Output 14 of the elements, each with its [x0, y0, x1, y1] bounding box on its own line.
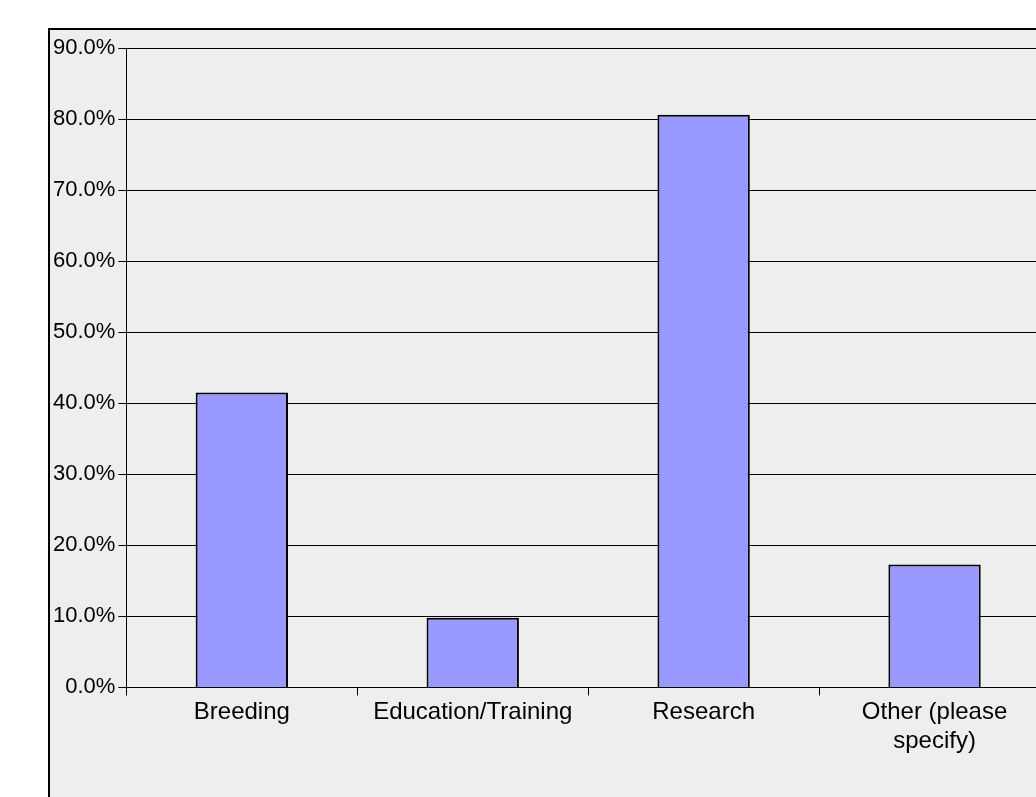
x-tick-label: Breeding	[193, 697, 290, 725]
y-tick-label: 0.0%	[65, 673, 116, 699]
y-tick-label: 90.0%	[52, 34, 116, 60]
y-tick-label: 20.0%	[52, 531, 116, 557]
x-tick-label: Other (please specify)	[861, 697, 1008, 754]
x-tick-label: Research	[652, 697, 755, 725]
y-tick-label: 30.0%	[52, 460, 116, 486]
y-tick-label: 10.0%	[52, 602, 116, 628]
y-tick-label: 70.0%	[52, 176, 116, 202]
y-tick-label: 60.0%	[52, 247, 116, 273]
y-tick-label: 50.0%	[52, 318, 116, 344]
y-tick-label: 80.0%	[52, 105, 116, 131]
y-tick-label: 40.0%	[52, 389, 116, 415]
x-tick-label: Education/Training	[373, 697, 573, 725]
